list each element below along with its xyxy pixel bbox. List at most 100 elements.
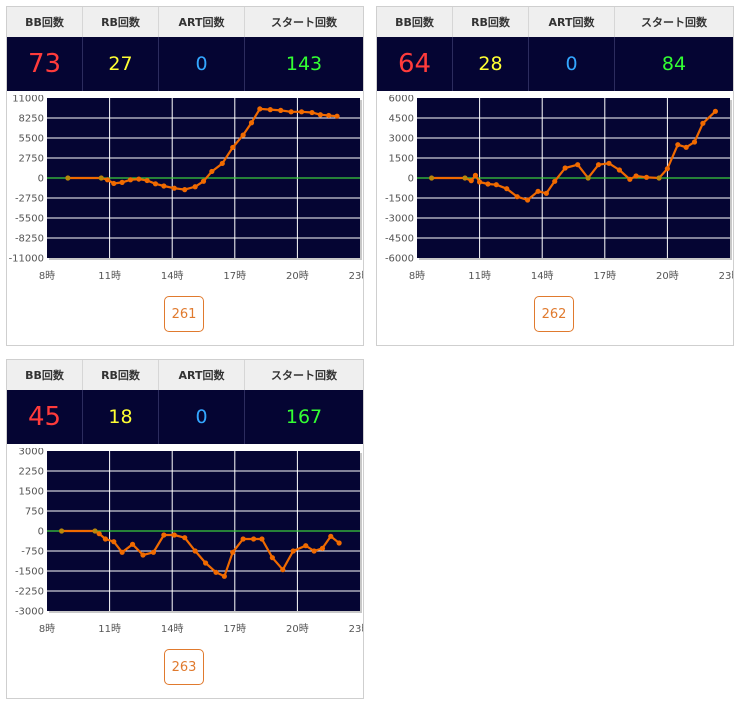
- data-point: [250, 536, 257, 542]
- data-point: [691, 139, 698, 145]
- data-point: [209, 168, 215, 175]
- x-tick-label: 23時: [349, 623, 363, 635]
- data-point: [152, 181, 159, 187]
- data-point: [192, 184, 198, 190]
- data-point: [98, 175, 104, 181]
- data-point: [200, 178, 207, 184]
- y-tick-label: -5500: [15, 214, 44, 225]
- data-point: [664, 166, 670, 172]
- x-tick-label: 20時: [656, 270, 679, 282]
- machine-card-261: BB回数 RB回数 ART回数 スタート回数 73 27 0 143 11000…: [6, 6, 371, 346]
- data-point: [219, 160, 225, 167]
- y-tick-label: 5500: [19, 134, 44, 145]
- bb-count: 64: [377, 37, 453, 91]
- data-point: [96, 531, 102, 537]
- art-header: ART回数: [159, 360, 245, 390]
- bb-count: 73: [7, 37, 83, 91]
- y-tick-label: 11000: [12, 95, 44, 105]
- y-tick-label: 3000: [19, 448, 44, 458]
- x-tick-label: 23時: [719, 270, 733, 282]
- y-tick-label: -1500: [385, 194, 414, 205]
- data-point: [182, 535, 188, 541]
- bb-header: BB回数: [7, 360, 83, 390]
- rb-count: 28: [453, 37, 529, 91]
- data-point: [328, 533, 334, 539]
- slump-chart: 3000 2250 1500 750 0 -750 -1500 -2250 -3000 8時 11時…: [7, 447, 371, 636]
- data-point: [504, 186, 510, 192]
- data-point: [111, 180, 117, 187]
- x-tick-label: 11時: [98, 270, 121, 282]
- rb-header: RB回数: [83, 7, 159, 37]
- data-point: [562, 165, 568, 171]
- data-point: [585, 175, 591, 181]
- bb-header: BB回数: [7, 7, 83, 37]
- data-point: [317, 112, 323, 118]
- data-point: [171, 532, 177, 538]
- data-point: [280, 567, 286, 573]
- stats-value-row: 64 28 0 84: [377, 37, 733, 91]
- art-header: ART回数: [159, 7, 245, 37]
- data-point: [192, 548, 198, 554]
- data-point: [309, 109, 315, 116]
- series-line: [61, 529, 340, 578]
- chart-svg: 6000 4500 3000 1500 0 -1500 -3000 -4500 -6000 8時 1…: [385, 94, 741, 283]
- stats-header-row: BB回数 RB回数 ART回数 スタート回数: [7, 7, 363, 38]
- art-header: ART回数: [529, 7, 615, 37]
- data-point: [627, 176, 633, 182]
- rb-header: RB回数: [83, 360, 159, 390]
- data-point: [712, 108, 718, 114]
- stats-value-row: 73 27 0 143: [7, 37, 363, 91]
- y-tick-label: -1500: [15, 567, 44, 578]
- x-tick-label: 17時: [593, 270, 616, 282]
- data-point: [535, 188, 541, 194]
- y-tick-label: 8250: [19, 114, 44, 125]
- data-point: [656, 175, 662, 181]
- data-point: [303, 543, 309, 549]
- y-tick-label: -6000: [385, 254, 414, 265]
- machine-number-button[interactable]: 261: [164, 296, 204, 332]
- x-tick-label: 14時: [531, 270, 554, 282]
- machine-card-262: BB回数 RB回数 ART回数 スタート回数 64 28 0 84 6000 45…: [376, 6, 741, 346]
- stats-header-row: BB回数 RB回数 ART回数 スタート回数: [377, 7, 733, 38]
- data-point: [643, 174, 650, 180]
- x-tick-label: 8時: [39, 623, 55, 635]
- data-point: [119, 179, 125, 185]
- data-point: [468, 178, 474, 184]
- y-tick-label: 6000: [389, 95, 414, 105]
- machine-number-button[interactable]: 263: [164, 649, 204, 685]
- art-count: 0: [159, 37, 245, 91]
- y-tick-label: -11000: [9, 254, 44, 265]
- data-point: [182, 187, 188, 193]
- y-tick-label: 4500: [389, 114, 414, 125]
- data-point: [136, 176, 142, 182]
- rb-count: 18: [83, 390, 159, 444]
- data-point: [240, 536, 246, 542]
- y-tick-label: -2750: [15, 194, 44, 205]
- stats-table: BB回数 RB回数 ART回数 スタート回数 45 18 0 167: [7, 360, 363, 444]
- x-tick-label: 17時: [223, 270, 246, 282]
- x-tick-label: 17時: [223, 623, 246, 635]
- data-point: [248, 120, 255, 126]
- data-point: [269, 555, 275, 561]
- data-point: [575, 162, 581, 168]
- data-point: [259, 536, 265, 542]
- x-tick-label: 8時: [409, 270, 425, 282]
- data-point: [336, 540, 342, 546]
- data-point: [102, 536, 109, 542]
- start-count: 84: [661, 53, 687, 75]
- y-tick-label: 0: [408, 174, 414, 185]
- data-point: [230, 144, 236, 151]
- y-tick-label: 0: [38, 527, 44, 538]
- art-count: 0: [159, 390, 245, 444]
- x-tick-label: 20時: [286, 270, 309, 282]
- x-tick-label: 23時: [349, 270, 363, 282]
- machine-number-button[interactable]: 262: [534, 296, 574, 332]
- x-tick-label: 11時: [468, 270, 491, 282]
- start-header: スタート回数: [641, 16, 707, 29]
- data-point: [161, 183, 167, 189]
- x-tick-label: 11時: [98, 623, 121, 635]
- data-point: [298, 109, 305, 115]
- y-tick-label: -8250: [15, 234, 44, 245]
- y-tick-label: 2750: [19, 154, 44, 165]
- data-point: [700, 120, 706, 126]
